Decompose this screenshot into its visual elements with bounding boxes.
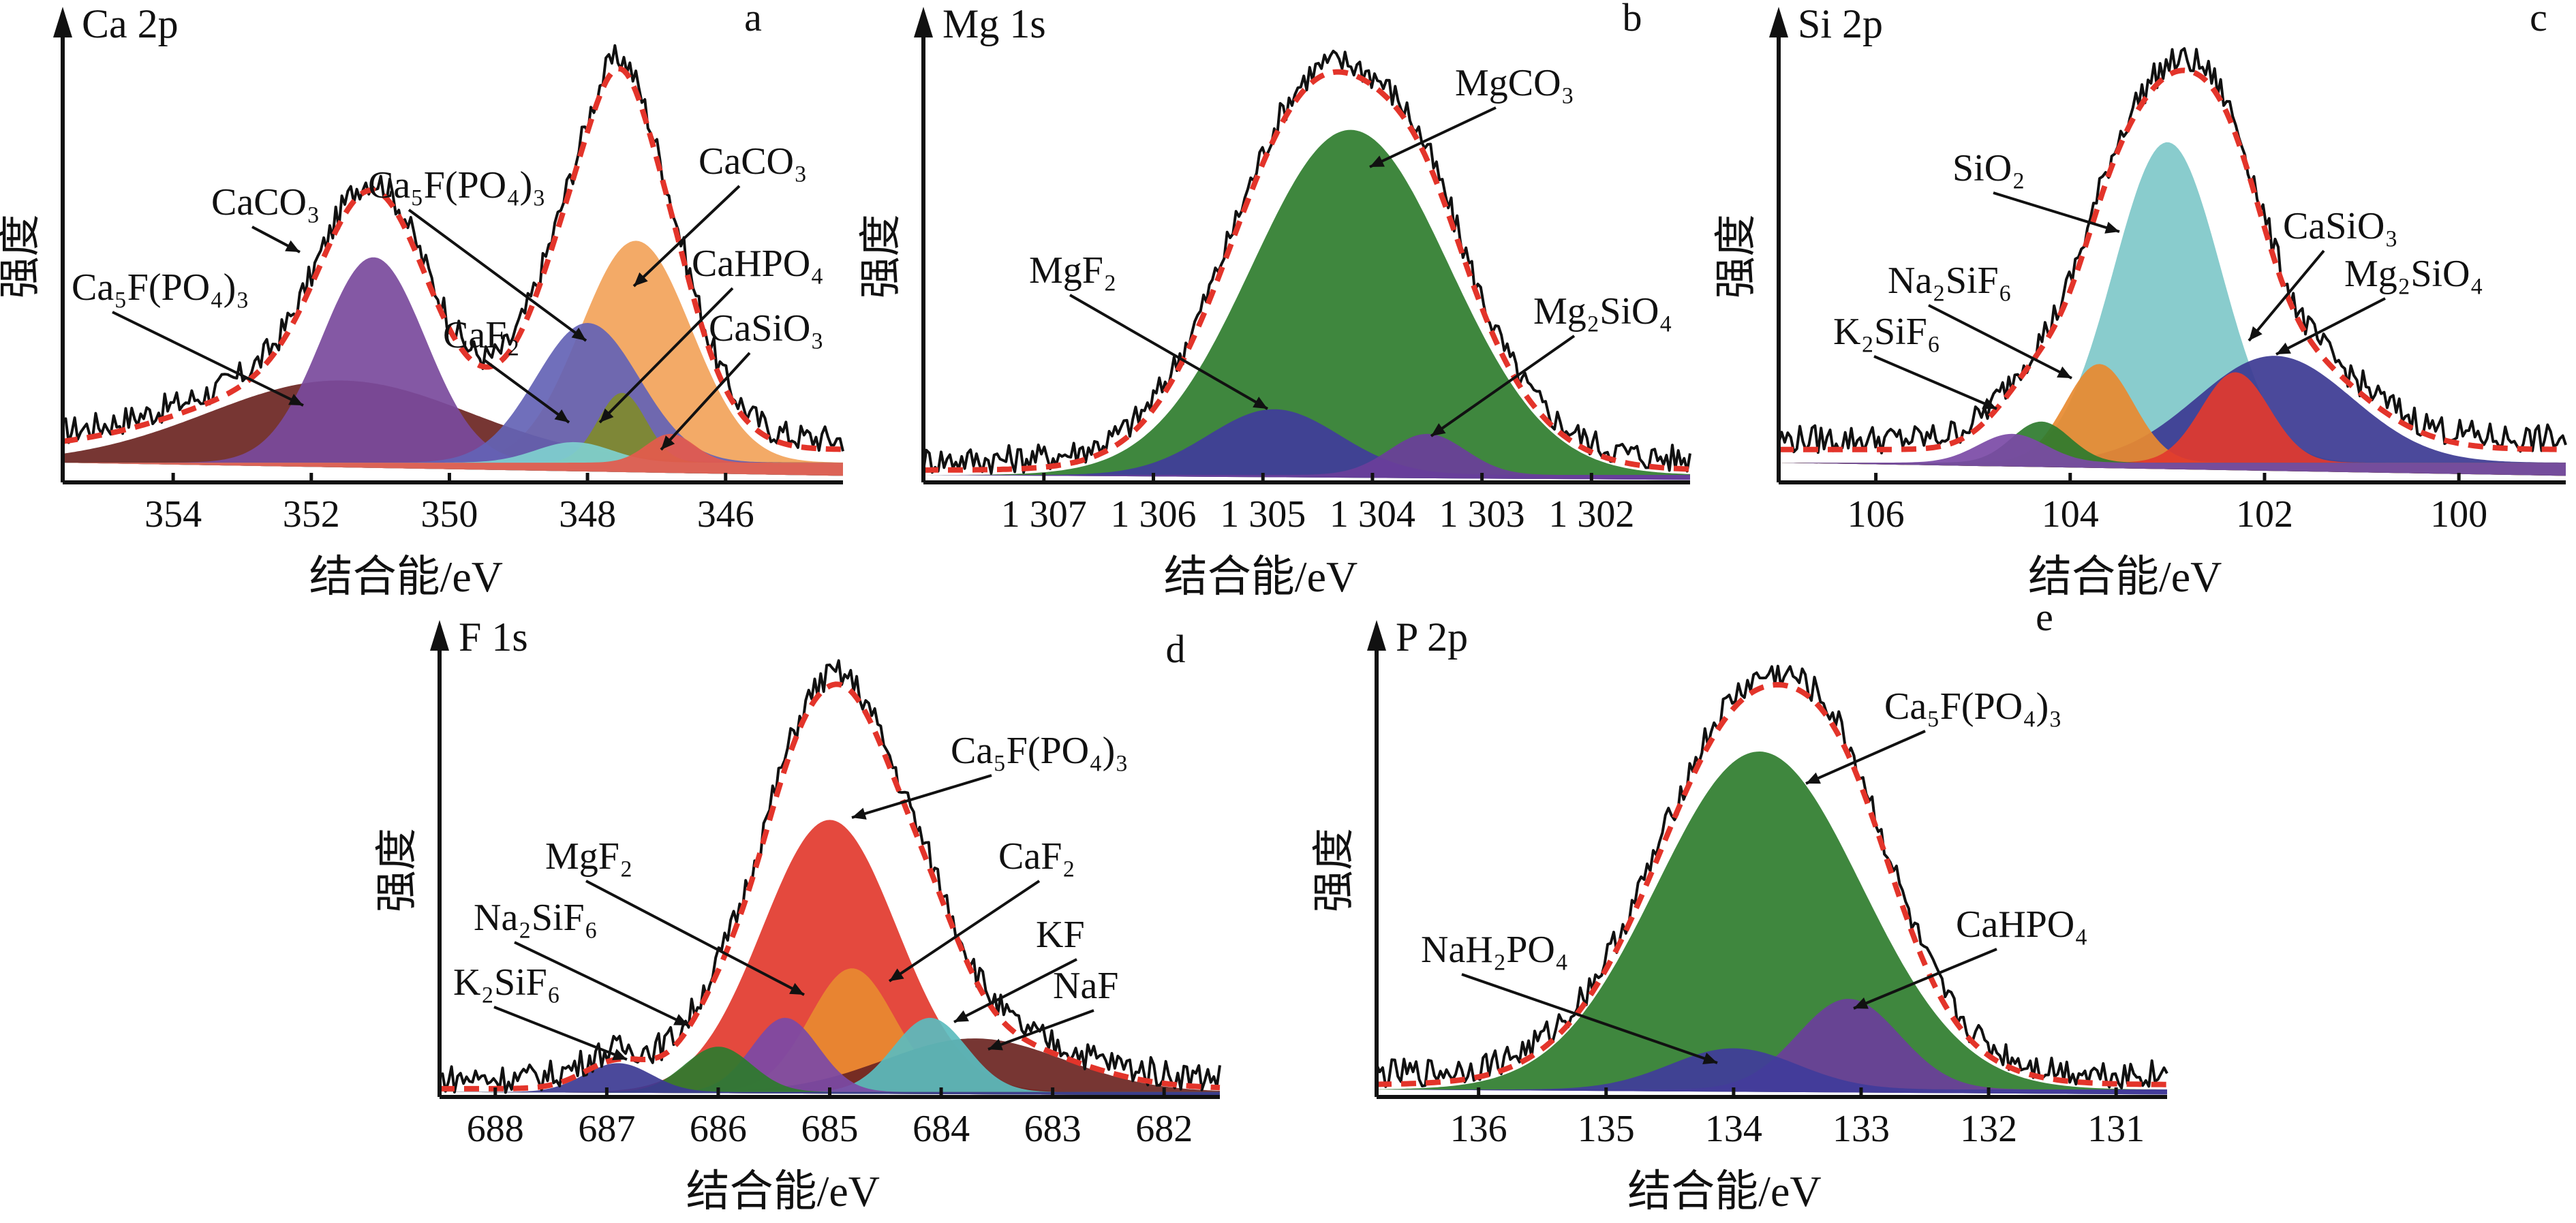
- y-axis-label: 强度: [1311, 828, 1358, 912]
- peak-annotation: CaCO₃: [211, 181, 320, 223]
- peak-annotation: MgF₂: [545, 835, 632, 878]
- x-tick-label: 136: [1450, 1108, 1507, 1150]
- peak-annotation: SiO₂: [1952, 147, 2025, 189]
- x-axis-label: 结合能/eV: [686, 1167, 880, 1216]
- x-tick-label: 1 307: [1001, 493, 1087, 536]
- peak-annotation: Mg₂SiO₄: [2344, 253, 2483, 295]
- peak-annotation: KF: [1036, 914, 1085, 956]
- x-tick-label: 135: [1578, 1108, 1635, 1150]
- panel-letter: b: [1623, 0, 1642, 40]
- peak-annotation: CaF₂: [443, 314, 520, 356]
- peak-annotation: CaSiO₃: [2283, 205, 2398, 247]
- x-axis-label: 结合能/eV: [1164, 553, 1358, 601]
- y-axis-label: 强度: [374, 828, 420, 912]
- y-axis-arrow-icon: [1367, 620, 1386, 651]
- xps-panel-a: 354 352 350 348 346 Ca 2p a 结合能/eV 强度 CaCO₃ Ca₅F(P…: [0, 0, 843, 601]
- xps-figure: 354 352 350 348 346 Ca 2p a 结合能/eV 强度 CaCO₃ Ca₅F(P…: [0, 0, 2576, 1223]
- peak-annotation: CaF₂: [998, 835, 1075, 878]
- x-tick-label: 102: [2236, 493, 2293, 536]
- x-axis-label: 结合能/eV: [309, 553, 503, 601]
- annotation-leader: [1806, 731, 1925, 784]
- x-tick-label: 685: [801, 1108, 859, 1150]
- peak-annotation: Na₂SiF₆: [474, 897, 598, 939]
- peak-annotation: CaSiO₃: [709, 307, 824, 350]
- y-axis-label: 强度: [1713, 214, 1760, 298]
- annotation-leader: [1929, 305, 2072, 378]
- annotation-leader: [2249, 251, 2324, 341]
- annotation-leader: [988, 1010, 1094, 1049]
- x-axis-label: 结合能/eV: [1627, 1167, 1821, 1216]
- peak-annotation: CaHPO₄: [1956, 903, 2088, 946]
- x-tick-label: 683: [1024, 1108, 1082, 1150]
- xps-panel-c: 106 104 102 100 Si 2p c 结合能/eV 强度 SiO₂ Na₂SiF₆ K₂S…: [1713, 0, 2566, 601]
- element-label: Si 2p: [1798, 1, 1883, 46]
- peak-annotation: CaCO₃: [699, 140, 808, 183]
- element-label: Ca 2p: [82, 1, 179, 46]
- x-tick-label: 684: [913, 1108, 970, 1150]
- panel-letter: e: [2036, 595, 2053, 639]
- leader-arrow-icon: [2104, 222, 2119, 234]
- panel-letter: d: [1166, 627, 1186, 671]
- annotation-leader: [1874, 356, 1997, 409]
- peak-annotation: Ca₅F(PO₄)₃: [72, 266, 249, 309]
- x-tick-label: 1 302: [1548, 493, 1634, 536]
- y-axis-arrow-icon: [53, 7, 72, 37]
- x-tick-label: 104: [2042, 493, 2099, 536]
- x-tick-label: 133: [1833, 1108, 1890, 1150]
- x-tick-label: 350: [420, 493, 478, 536]
- peak-annotation: K₂SiF₆: [453, 961, 560, 1004]
- xps-panel-e: 136 135 134 133 132 131 P 2p e 结合能/eV 强度 Ca₅F(PO₄)…: [1311, 595, 2167, 1216]
- xps-panel-d: 688 687 686 685 684 683 682 F 1s d 结合能/eV 强度 Ca₅F(P…: [374, 615, 1220, 1216]
- panel-letter: c: [2530, 0, 2547, 40]
- peak-annotation: Mg₂SiO₄: [1533, 290, 1672, 332]
- x-tick-label: 346: [697, 493, 754, 536]
- peak-annotation: K₂SiF₆: [1833, 311, 1940, 353]
- leader-arrow-icon: [852, 808, 867, 820]
- x-tick-label: 1 303: [1439, 493, 1525, 536]
- element-label: Mg 1s: [942, 1, 1046, 46]
- xps-panel-b: 1 307 1 306 1 305 1 304 1 303 1 302 Mg 1s b 结合能/…: [858, 0, 1690, 601]
- annotation-leader: [889, 881, 1039, 981]
- x-tick-label: 1 305: [1220, 493, 1306, 536]
- x-tick-label: 134: [1705, 1108, 1762, 1150]
- peak-annotation: CaHPO₄: [692, 243, 824, 285]
- x-tick-label: 348: [559, 493, 616, 536]
- annotation-leader: [852, 775, 992, 818]
- annotation-leader: [494, 1007, 627, 1059]
- y-axis-arrow-icon: [914, 7, 933, 37]
- element-label: P 2p: [1396, 615, 1468, 660]
- peak-annotation: Ca₅F(PO₄)₃: [1884, 685, 2062, 728]
- x-tick-label: 688: [467, 1108, 524, 1150]
- y-axis-arrow-icon: [430, 620, 449, 651]
- peak-annotation: NaH₂PO₄: [1421, 929, 1568, 971]
- peak-annotation: MgF₂: [1029, 249, 1116, 292]
- peak-annotation: Ca₅F(PO₄)₃: [951, 730, 1129, 772]
- x-tick-label: 682: [1135, 1108, 1193, 1150]
- peak-annotation: Na₂SiF₆: [1888, 260, 2012, 302]
- x-tick-label: 106: [1847, 493, 1905, 536]
- x-tick-label: 687: [578, 1108, 635, 1150]
- panel-letter: a: [744, 0, 762, 40]
- y-axis-label: 强度: [858, 214, 904, 298]
- y-axis-arrow-icon: [1769, 7, 1788, 37]
- x-tick-label: 1 306: [1111, 493, 1197, 536]
- peak-annotation: Ca₅F(PO₄)₃: [368, 164, 546, 206]
- x-tick-label: 686: [690, 1108, 747, 1150]
- peak-annotation: MgCO₃: [1455, 62, 1574, 104]
- x-axis-label: 结合能/eV: [2028, 553, 2222, 601]
- peak-annotation: NaF: [1053, 965, 1118, 1007]
- x-tick-label: 1 304: [1330, 493, 1415, 536]
- x-tick-label: 131: [2087, 1108, 2145, 1150]
- element-label: F 1s: [459, 615, 528, 660]
- x-tick-label: 354: [144, 493, 202, 536]
- x-tick-label: 132: [1960, 1108, 2017, 1150]
- x-tick-label: 100: [2430, 493, 2487, 536]
- y-axis-label: 强度: [0, 214, 44, 298]
- x-tick-label: 352: [283, 493, 340, 536]
